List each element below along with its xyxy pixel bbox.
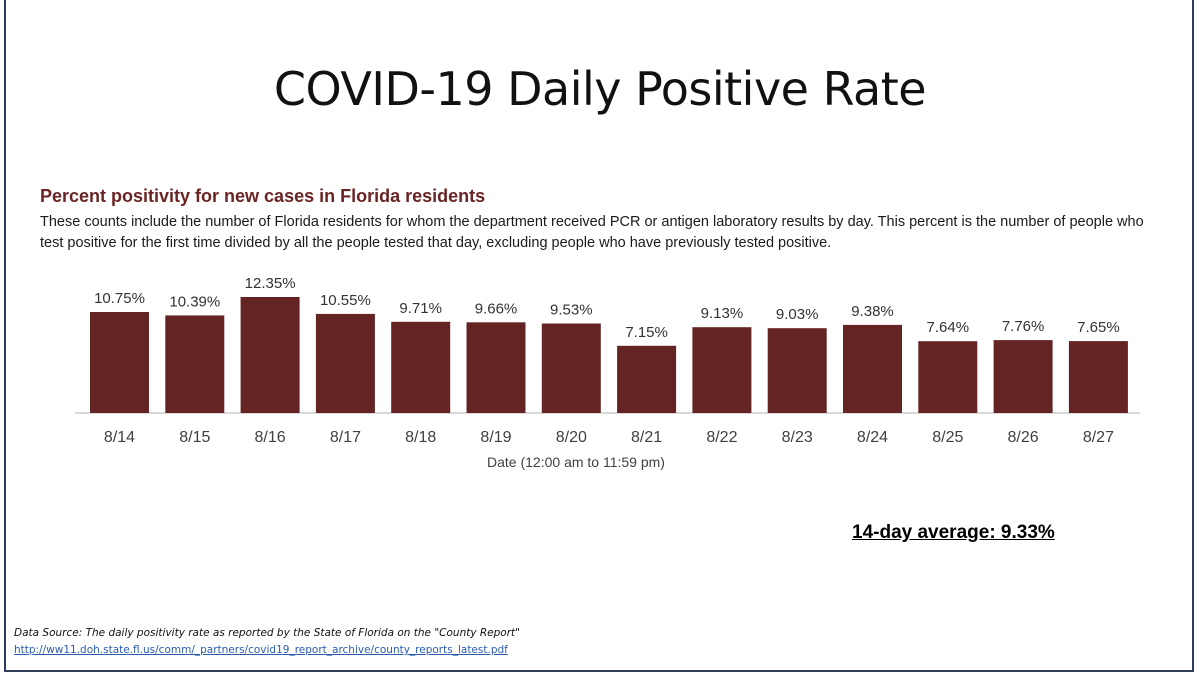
bar-8-20 bbox=[541, 323, 601, 413]
data-label: 10.55% bbox=[320, 292, 371, 309]
data-label: 9.03% bbox=[776, 306, 819, 323]
x-tick-label: 8/27 bbox=[1083, 429, 1114, 446]
bar-8-18 bbox=[391, 321, 451, 413]
data-label: 7.15% bbox=[625, 324, 668, 341]
bar-8-22 bbox=[692, 327, 752, 413]
x-axis-label: Date (12:00 am to 11:59 pm) bbox=[487, 454, 665, 470]
x-tick-label: 8/15 bbox=[179, 429, 210, 446]
data-source-text: Data Source: The daily positivity rate a… bbox=[14, 627, 520, 639]
x-tick-label: 8/22 bbox=[706, 429, 737, 446]
bar-8-15 bbox=[165, 315, 225, 413]
data-label: 10.75% bbox=[94, 290, 145, 307]
x-tick-label: 8/17 bbox=[330, 429, 361, 446]
chart-subtitle: These counts include the number of Flori… bbox=[40, 214, 1144, 251]
bar-8-19 bbox=[466, 322, 526, 413]
x-tick-label: 8/25 bbox=[932, 429, 963, 446]
bar-8-25 bbox=[918, 341, 978, 413]
data-label: 12.35% bbox=[245, 275, 296, 292]
bar-8-17 bbox=[315, 313, 375, 413]
data-source-link[interactable]: http://ww11.doh.state.fl.us/comm/_partne… bbox=[14, 644, 508, 656]
slide-frame bbox=[4, 0, 1194, 672]
data-label: 7.65% bbox=[1077, 319, 1120, 336]
x-tick-label: 8/14 bbox=[104, 429, 135, 446]
x-tick-label: 8/19 bbox=[480, 429, 511, 446]
bar-8-26 bbox=[993, 340, 1053, 413]
x-tick-label: 8/20 bbox=[556, 429, 587, 446]
average-label: 14-day average: 9.33% bbox=[852, 522, 1055, 543]
x-tick-label: 8/26 bbox=[1008, 429, 1039, 446]
data-label: 10.39% bbox=[169, 293, 220, 310]
data-label: 9.66% bbox=[475, 300, 518, 317]
data-label: 7.76% bbox=[1002, 318, 1045, 335]
chart-title: Percent positivity for new cases in Flor… bbox=[40, 186, 486, 206]
bar-8-23 bbox=[767, 328, 827, 413]
x-tick-label: 8/21 bbox=[631, 429, 662, 446]
x-tick-label: 8/24 bbox=[857, 429, 888, 446]
data-label: 7.64% bbox=[927, 319, 970, 336]
bar-8-16 bbox=[240, 297, 300, 413]
data-label: 9.71% bbox=[399, 300, 442, 317]
bar-8-14 bbox=[90, 312, 149, 413]
data-label: 9.13% bbox=[701, 305, 744, 322]
bar-8-21 bbox=[617, 345, 677, 413]
x-tick-label: 8/23 bbox=[782, 429, 813, 446]
x-tick-label: 8/16 bbox=[255, 429, 286, 446]
x-tick-label: 8/18 bbox=[405, 429, 436, 446]
bar-8-27 bbox=[1068, 341, 1128, 413]
data-label: 9.38% bbox=[851, 303, 894, 320]
data-label: 9.53% bbox=[550, 302, 593, 319]
bar-8-24 bbox=[843, 324, 902, 413]
slide-title: COVID-19 Daily Positive Rate bbox=[273, 62, 927, 116]
